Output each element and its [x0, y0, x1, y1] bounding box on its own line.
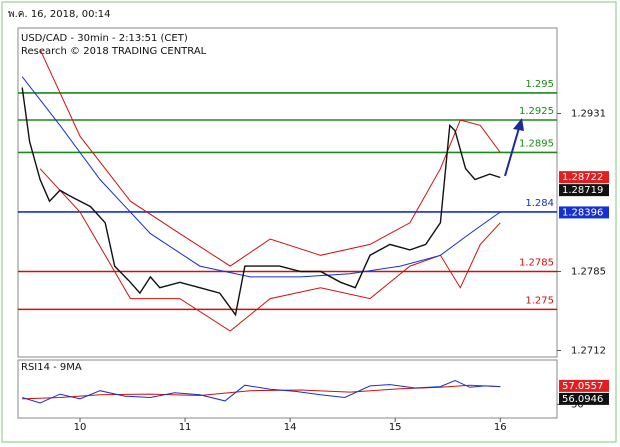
chart-title: USD/CAD - 30min - 2:13:51 (CET) — [21, 33, 188, 44]
rsi-title: RSI14 - 9MA — [21, 362, 82, 373]
price-box — [559, 379, 609, 392]
price-box-label: 1.28719 — [562, 185, 603, 196]
level-label: 1.2895 — [519, 138, 554, 149]
level-label: 1.295 — [525, 79, 554, 90]
forecast-arrow — [504, 127, 520, 177]
chart-subtitle: Research © 2018 TRADING CENTRAL — [21, 46, 207, 57]
x-tick-label: 14 — [284, 422, 297, 433]
level-label: 1.2925 — [519, 106, 554, 117]
y-tick-label: 1.2712 — [571, 346, 606, 357]
x-tick-label: 10 — [74, 422, 87, 433]
price-box-label: 56.0946 — [562, 394, 603, 405]
series-line — [22, 379, 501, 404]
series-line — [21, 87, 501, 317]
y-tick-label: 1.2785 — [571, 267, 606, 278]
series-line — [39, 49, 501, 267]
price-box — [559, 206, 609, 219]
y-tick-label: 1.2931 — [571, 108, 606, 119]
series-line — [21, 76, 501, 278]
level-label: 1.2785 — [519, 258, 554, 269]
price-box-label: 1.28722 — [562, 172, 603, 183]
price-box — [559, 184, 609, 197]
series-line — [22, 384, 501, 400]
rsi-panel — [17, 359, 558, 419]
level-label: 1.275 — [525, 295, 554, 306]
x-tick-label: 15 — [389, 422, 402, 433]
series-line — [39, 168, 501, 332]
price-box-label: 57.0557 — [562, 381, 603, 392]
date-header: พ.ค. 16, 2018, 00:14 — [8, 9, 111, 20]
price-box-label: 1.28396 — [562, 207, 603, 218]
forecast-arrowhead — [513, 118, 524, 131]
price-panel — [17, 27, 558, 358]
price-box — [559, 171, 609, 184]
price-box — [559, 392, 609, 405]
x-tick-label: 11 — [179, 422, 192, 433]
x-tick-label: 16 — [494, 422, 507, 433]
level-label: 1.284 — [525, 198, 554, 209]
